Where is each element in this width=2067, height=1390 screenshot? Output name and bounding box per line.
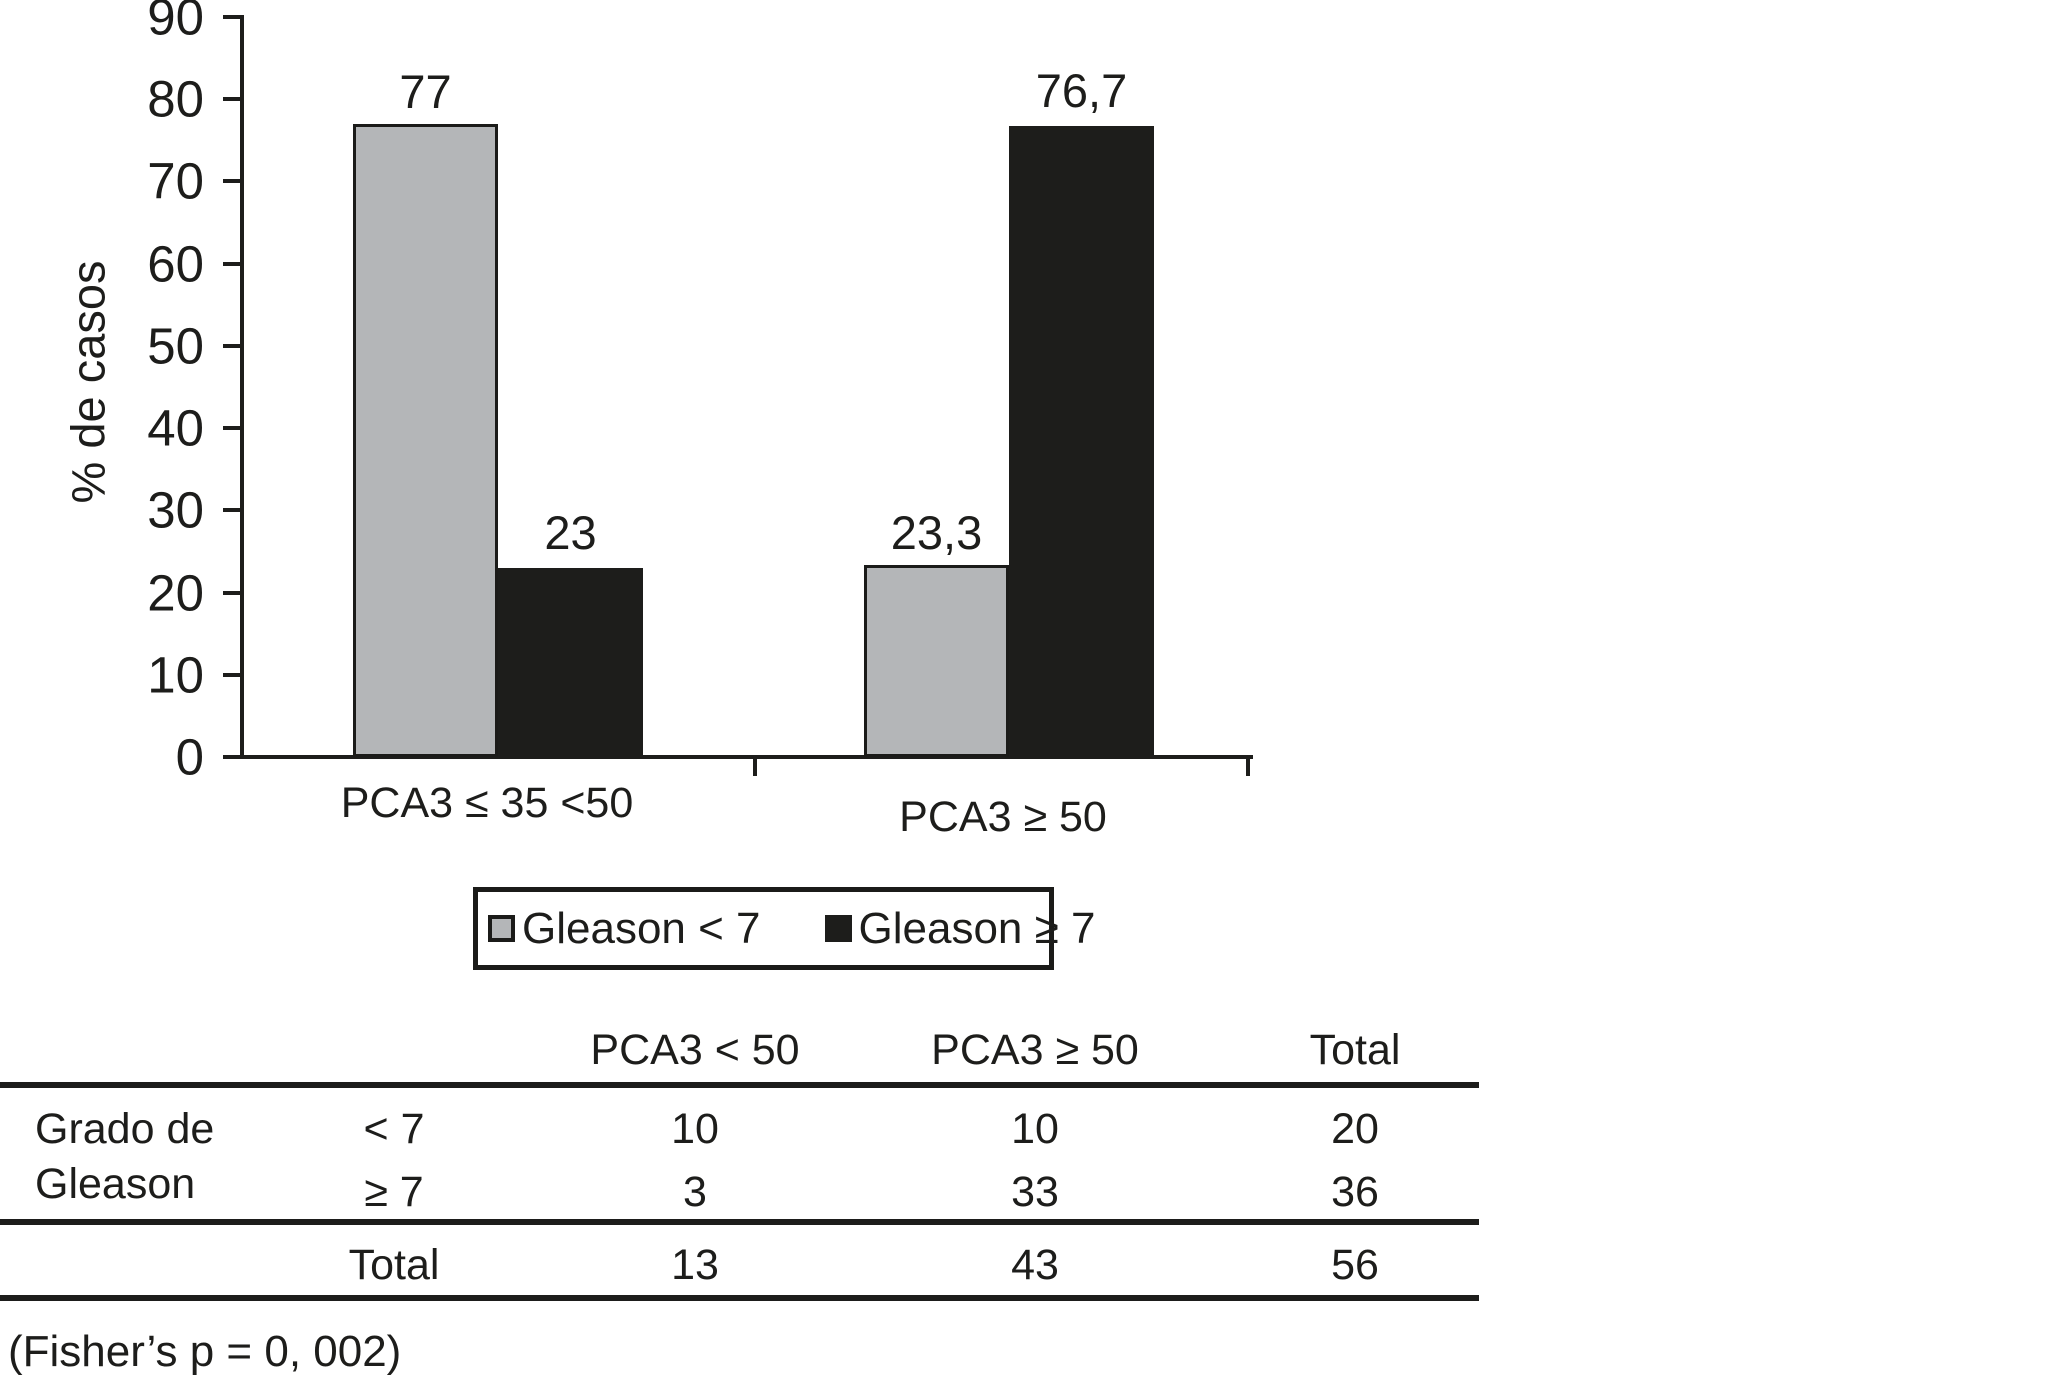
table-cell: 10	[1011, 1105, 1059, 1153]
y-axis-tick-label: 0	[175, 728, 204, 786]
footnote-fisher-p: (Fisher’s p = 0, 002)	[8, 1327, 402, 1376]
y-axis-tickmark	[223, 179, 240, 184]
bar-value-label: 76,7	[1035, 64, 1128, 118]
x-category-label: PCA3 ≤ 35 <50	[340, 779, 634, 827]
table-rule-middle	[0, 1219, 1479, 1225]
y-axis-tickmark	[223, 261, 240, 266]
y-axis-tickmark	[223, 343, 240, 348]
legend-label: Gleason < 7	[522, 903, 761, 953]
bar-gleason-ge7-pca3-ge50: 76,7	[1009, 67, 1154, 757]
y-axis-tick-label: 80	[147, 70, 204, 128]
x-axis-tick	[1246, 759, 1250, 776]
y-axis-tickmark	[223, 97, 240, 102]
bar-value-label: 77	[399, 64, 452, 118]
bar-gleason-lt7-pca3-35-50: 77	[353, 68, 498, 757]
y-axis-tick-label: 40	[147, 399, 204, 457]
y-axis-tickmark	[223, 590, 240, 595]
legend-swatch-black	[824, 915, 852, 942]
table-cell: 33	[1011, 1168, 1059, 1216]
table-cell: 10	[671, 1105, 719, 1153]
y-axis-tickmark	[223, 15, 240, 19]
row-group-label-line1: Grado de	[35, 1105, 215, 1153]
table-col-header: PCA3 < 50	[590, 1026, 800, 1074]
table-cell: 36	[1331, 1168, 1379, 1216]
table-cell: 43	[1011, 1241, 1059, 1289]
table-rule-bottom	[0, 1295, 1479, 1301]
y-axis-tickmark	[223, 755, 240, 759]
y-axis-tick-label: 20	[147, 564, 204, 622]
legend-item-gleason-lt7: Gleason < 7	[488, 904, 761, 954]
row-group-label-line2: Gleason	[35, 1160, 196, 1208]
legend-label: Gleason ≥ 7	[858, 903, 1096, 953]
y-axis-ticks: 0 10 20 30 40 50 60 70 80 90	[0, 0, 240, 783]
table-col-header: PCA3 ≥ 50	[931, 1026, 1139, 1074]
x-axis-line	[240, 755, 1253, 759]
table-cell: 13	[671, 1241, 719, 1289]
table-cell: 20	[1331, 1105, 1379, 1153]
y-axis-tick-label: 50	[147, 317, 204, 375]
table-row-label: < 7	[363, 1105, 425, 1153]
y-axis-tickmark	[223, 426, 240, 431]
x-axis-tick	[753, 759, 757, 776]
table-total-label: Total	[348, 1241, 440, 1289]
bar-value-label: 23	[544, 505, 597, 559]
y-axis-tick-label: 30	[147, 481, 204, 539]
y-axis-tick-label: 70	[147, 152, 204, 210]
y-axis-tick-label: 60	[147, 235, 204, 293]
bar-gleason-ge7-pca3-35-50: 23	[498, 509, 643, 757]
table-rule-top	[0, 1082, 1479, 1088]
chart-legend: Gleason < 7 Gleason ≥ 7	[473, 887, 1095, 970]
legend-swatch-gray	[488, 915, 515, 942]
table-cell: 56	[1331, 1241, 1379, 1289]
y-axis-line	[240, 15, 244, 759]
y-axis-tick-label: 90	[147, 0, 204, 46]
table-cell: 3	[683, 1168, 707, 1216]
plot-area: 77 23 23,3 76,7	[240, 17, 1253, 757]
y-axis-tickmark	[223, 508, 240, 513]
legend-item-gleason-ge7: Gleason ≥ 7	[824, 903, 1096, 954]
x-category-label: PCA3 ≥ 50	[899, 793, 1107, 841]
y-axis-tickmark	[223, 672, 240, 677]
table-row-label: ≥ 7	[364, 1168, 424, 1216]
table-col-header: Total	[1309, 1026, 1401, 1074]
y-axis-tick-label: 10	[147, 646, 204, 704]
bar-gleason-lt7-pca3-ge50: 23,3	[864, 509, 1009, 757]
bar-value-label: 23,3	[890, 506, 983, 560]
